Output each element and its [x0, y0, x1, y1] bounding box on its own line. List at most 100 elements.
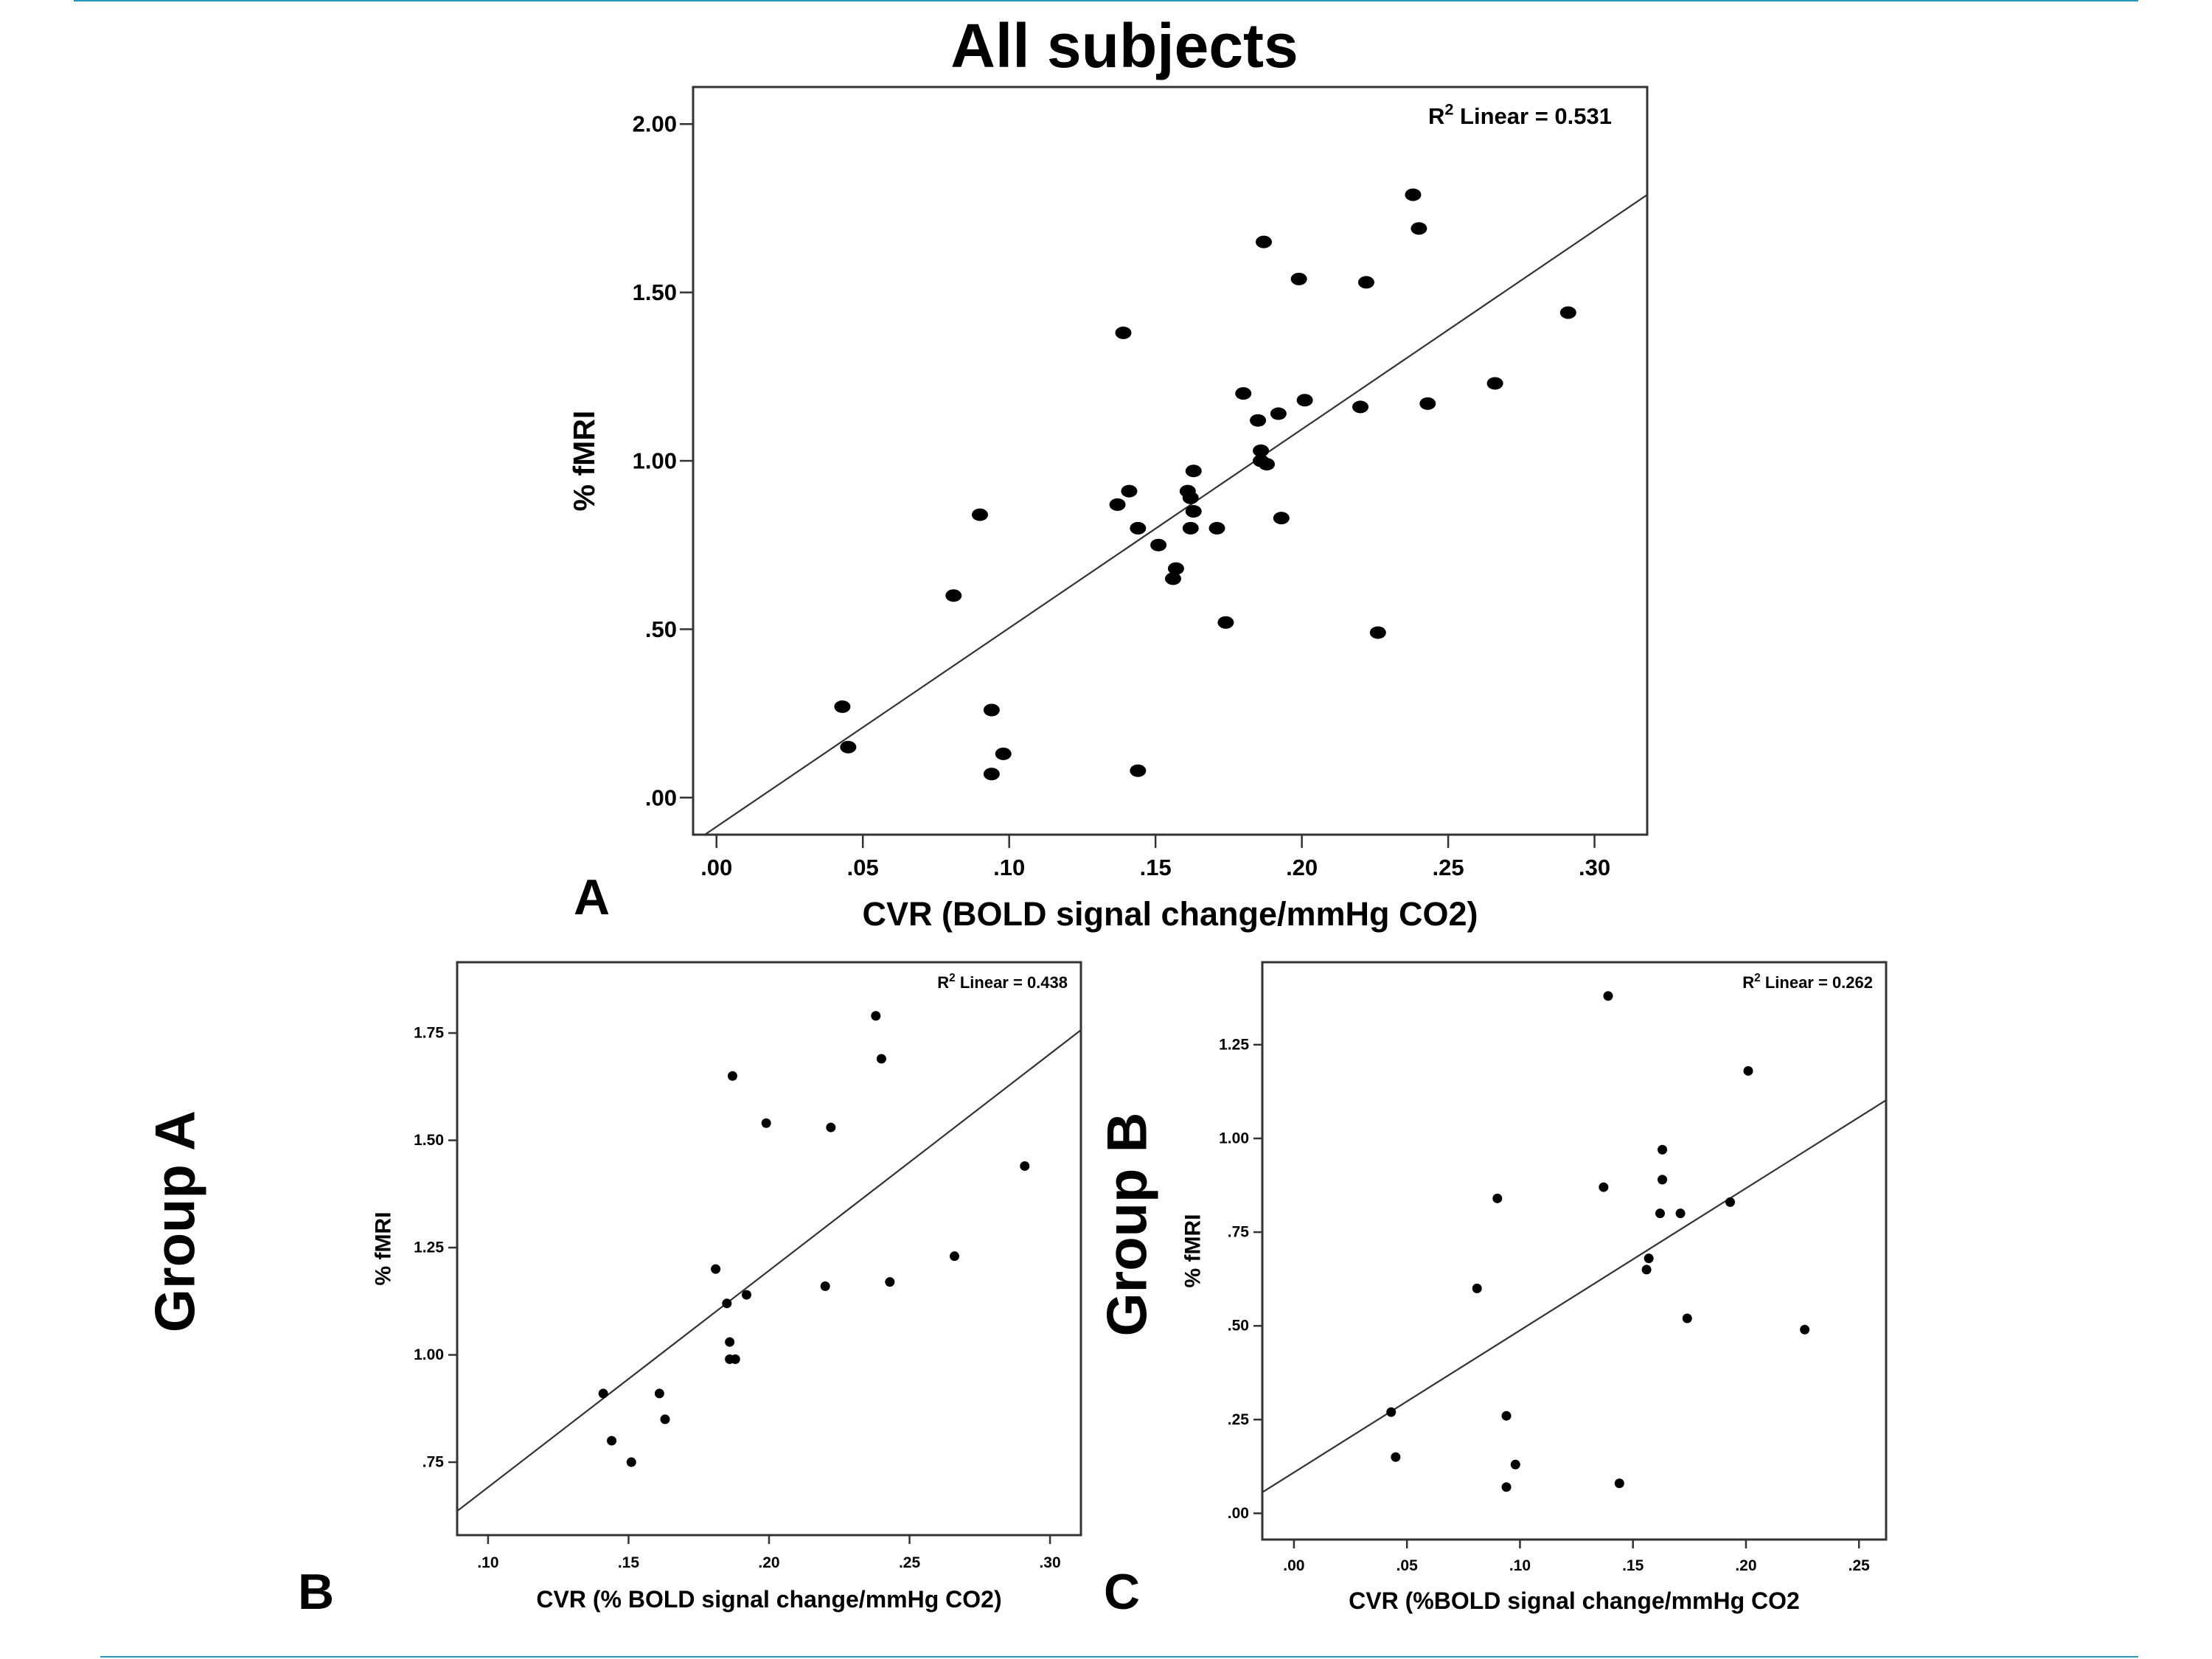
chart-a-data-point [1352, 400, 1369, 414]
chart-c-xtick-label: .20 [1735, 1557, 1756, 1574]
chart-c-data-point [1682, 1313, 1692, 1324]
bottom-rule [100, 1656, 2138, 1658]
chart-c-data-point [1386, 1407, 1397, 1417]
chart-a-data-point [1357, 276, 1374, 289]
chart-b-xtick-label: .10 [477, 1554, 498, 1571]
chart-a-xtick-label: .15 [1140, 855, 1172, 880]
chart-c-data-point [1501, 1411, 1512, 1421]
chart-b-ytick-label: 1.25 [414, 1239, 444, 1256]
chart-a-data-point [840, 740, 857, 754]
chart-b-xtick-label: .30 [1039, 1554, 1060, 1571]
chart-b-data-point [1020, 1161, 1030, 1171]
chart-a-data-point [834, 700, 851, 713]
chart-a-data-point [1296, 394, 1313, 407]
chart-c-data-point [1725, 1197, 1735, 1207]
chart-c-ytick-label: .75 [1228, 1224, 1250, 1241]
chart-a-data-point [1369, 626, 1386, 639]
chart-a-data-point [1185, 505, 1202, 518]
chart-c-data-point [1658, 1175, 1668, 1185]
chart-a-data-point [1185, 465, 1202, 478]
chart-c-xtick-label: .25 [1848, 1557, 1871, 1574]
chart-b-data-point [711, 1264, 721, 1274]
chart-b-data-point [950, 1251, 960, 1262]
chart-b-data-point [654, 1388, 664, 1399]
chart-b-x-axis-title: CVR (% BOLD signal change/mmHg CO2) [536, 1586, 1001, 1613]
chart-c-ytick-label: 1.00 [1219, 1130, 1249, 1147]
chart-a-data-point [1419, 397, 1436, 410]
chart-c-data-point [1743, 1065, 1753, 1076]
chart-a-data-point [1121, 484, 1138, 498]
chart-b-data-point [871, 1011, 881, 1021]
chart-b-data-point [742, 1290, 752, 1300]
chart-c-plot-frame [1261, 961, 1888, 1541]
panel-label-b: B [298, 1564, 335, 1620]
chart-c-data-point [1603, 991, 1613, 1001]
chart-b-y-axis-title: % fMRI [372, 1212, 396, 1286]
chart-a-plot-frame [692, 86, 1649, 836]
chart-c-x-axis-title: CVR (%BOLD signal change/mmHg CO2 [1349, 1587, 1800, 1614]
chart-a-data-point [1270, 407, 1287, 420]
chart-a-data-point [1486, 377, 1503, 390]
chart-a-data-point [1217, 616, 1234, 629]
chart-c: .00 .25 .50 .75 1.00 1.25 .00 .05 .10 .15 .20 .25 R2… [1181, 961, 1888, 1614]
chart-b-r2-annotation: R2 Linear = 0.438 [937, 972, 1068, 992]
chart-b-xtick-label: .25 [899, 1554, 921, 1571]
chart-a-xtick-label: .05 [847, 855, 879, 880]
chart-a-fit-line [704, 194, 1647, 835]
chart-a-data-point [1559, 306, 1576, 319]
chart-c-data-point [1501, 1482, 1512, 1492]
panel-label-c: C [1104, 1564, 1141, 1620]
chart-c-xtick-label: .05 [1397, 1557, 1419, 1574]
chart-b-data-point [730, 1354, 740, 1364]
chart-c-data-point [1675, 1208, 1686, 1219]
chart-a-data-point [1256, 235, 1273, 248]
chart-c-data-point [1599, 1182, 1609, 1192]
chart-b-data-point [885, 1277, 895, 1287]
chart-b-data-point [826, 1122, 836, 1133]
chart-a-x-axis-title: CVR (BOLD signal change/mmHg CO2) [862, 895, 1478, 933]
panel-label-a: A [574, 869, 611, 925]
chart-c-ytick-label: .50 [1228, 1318, 1249, 1335]
chart-a-xtick-label: .30 [1579, 855, 1610, 880]
chart-c-y-axis-title: % fMRI [1181, 1214, 1206, 1288]
chart-c-xtick-label: .15 [1622, 1557, 1644, 1574]
chart-a-data-point [1290, 272, 1307, 285]
chart-c-data-point [1800, 1324, 1810, 1335]
chart-b-data-point [727, 1071, 737, 1081]
chart-a-y-axis-title: % fMRI [567, 411, 601, 512]
chart-a-ytick-label: .00 [645, 785, 677, 810]
chart-a-data-point [1109, 498, 1126, 511]
chart-a-data-point [1150, 538, 1167, 552]
chart-a-data-point [945, 589, 962, 602]
chart-b-plot-frame [456, 961, 1082, 1537]
chart-c-data-point [1492, 1193, 1503, 1203]
chart-a-data-point [1182, 491, 1199, 504]
chart-b-data-point [725, 1337, 735, 1347]
chart-c-data-point [1614, 1478, 1624, 1489]
chart-a-data-point [1130, 764, 1147, 777]
chart-a-r2-annotation: R2 Linear = 0.531 [1428, 100, 1612, 129]
chart-c-xtick-label: .00 [1283, 1557, 1304, 1574]
chart-a-data-point [1411, 222, 1427, 235]
chart-a-xtick-label: .00 [700, 855, 732, 880]
chart-b-xtick-label: .15 [618, 1554, 640, 1571]
chart-a-ytick-label: 1.00 [633, 448, 677, 474]
chart-a-data-point [983, 768, 1000, 781]
chart-a-data-point [1258, 458, 1275, 471]
chart-c-r2-annotation: R2 Linear = 0.262 [1742, 972, 1873, 992]
chart-b-xtick-label: .20 [758, 1554, 779, 1571]
chart-b-data-point [607, 1436, 617, 1446]
chart-a: .00 .50 1.00 1.50 2.00 .00 .05 .10 .15 .20 .25 .30 R… [567, 86, 1649, 933]
chart-a-data-point [1273, 512, 1290, 525]
chart-b-data-point [626, 1457, 636, 1467]
chart-c-ytick-label: .25 [1228, 1411, 1250, 1428]
chart-a-data-point [1405, 188, 1422, 201]
chart-b-ytick-label: .75 [422, 1454, 445, 1471]
chart-c-data-point [1391, 1452, 1401, 1462]
chart-b-ytick-label: 1.50 [414, 1132, 444, 1149]
chart-c-data-point [1472, 1283, 1482, 1293]
chart-b: .75 1.00 1.25 1.50 1.75 .10 .15 .20 .25 .30 R2 Lin… [372, 961, 1082, 1613]
chart-a-data-point [983, 703, 1000, 717]
chart-a-data-point [1167, 562, 1184, 575]
